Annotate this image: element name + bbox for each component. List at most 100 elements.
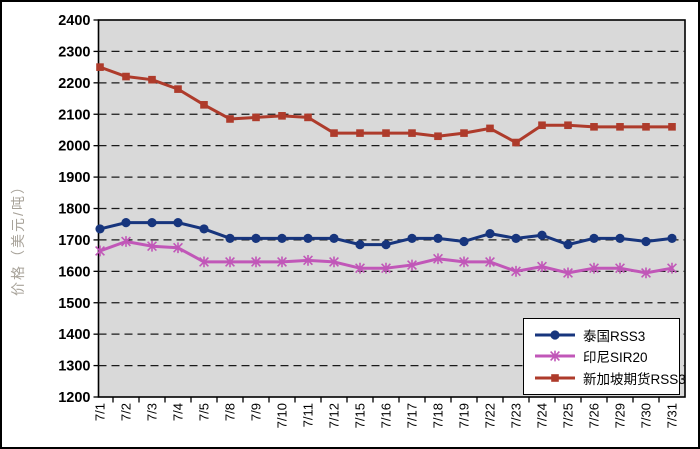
data-point-asterisk xyxy=(95,245,105,257)
y-axis-title: 价格（美元/吨） xyxy=(10,178,26,296)
data-point-circle xyxy=(407,233,417,243)
data-point-circle xyxy=(225,233,235,243)
data-point-square xyxy=(252,113,260,122)
legend-marker-svg xyxy=(535,351,575,362)
data-point-square xyxy=(330,129,338,137)
data-point-circle xyxy=(459,236,469,247)
data-point-circle xyxy=(589,233,599,243)
data-point-asterisk xyxy=(303,254,313,266)
y-tick-label: 1400 xyxy=(58,327,90,343)
legend-label: 新加坡期货RSS3 xyxy=(583,372,686,388)
data-point-circle xyxy=(199,224,209,234)
data-point-asterisk xyxy=(121,236,131,247)
x-tick-label: 7/18 xyxy=(431,403,446,428)
x-tick-label: 7/12 xyxy=(327,403,342,428)
data-point-square xyxy=(642,123,650,131)
y-tick-label: 1900 xyxy=(58,170,90,186)
data-point-circle xyxy=(485,229,495,239)
x-tick-label: 7/2 xyxy=(119,403,134,421)
y-tick-label: 1600 xyxy=(58,264,90,280)
line-circle-marker-icon xyxy=(534,328,576,342)
y-tick-label: 2100 xyxy=(58,107,90,123)
data-point-square xyxy=(96,63,104,71)
data-point-square xyxy=(382,129,390,137)
x-tick-label: 7/4 xyxy=(171,403,186,421)
data-point-square xyxy=(616,123,624,131)
data-point-asterisk xyxy=(355,262,365,274)
data-point-square xyxy=(512,138,520,147)
legend-item-singapore-futures-rss3: 新加坡期货RSS3 xyxy=(534,368,686,388)
data-point-square xyxy=(122,72,130,81)
data-point-circle xyxy=(615,233,625,243)
data-point-asterisk xyxy=(537,261,547,273)
data-point-circle xyxy=(303,233,313,243)
legend-item-thailand-rss3: 泰国RSS3 xyxy=(534,325,671,345)
y-tick-label: 1200 xyxy=(58,390,90,406)
data-point-circle xyxy=(329,233,339,243)
data-point-asterisk xyxy=(173,242,183,254)
data-point-square xyxy=(486,124,494,133)
data-point-circle xyxy=(563,240,573,250)
y-tick-label: 1800 xyxy=(58,202,90,218)
data-point-square xyxy=(174,85,182,93)
data-point-circle xyxy=(511,233,521,243)
legend-label: 印尼SIR20 xyxy=(583,350,648,366)
x-tick-label: 7/8 xyxy=(223,403,238,421)
x-tick-label: 7/10 xyxy=(275,403,290,428)
data-point-asterisk xyxy=(433,253,443,265)
data-point-square xyxy=(434,132,442,141)
x-tick-label: 7/30 xyxy=(639,403,654,428)
x-tick-label: 7/9 xyxy=(249,403,264,421)
y-tick-label: 2000 xyxy=(58,139,90,155)
x-tick-label: 7/16 xyxy=(379,403,394,428)
line-square-marker-icon xyxy=(534,371,576,385)
y-tick-label: 1700 xyxy=(58,233,90,249)
data-point-asterisk xyxy=(485,256,495,268)
x-tick-label: 7/15 xyxy=(353,403,368,428)
x-tick-label: 7/3 xyxy=(145,403,160,421)
data-point-square xyxy=(460,129,468,137)
y-tick-label: 2200 xyxy=(58,76,90,92)
legend-marker-svg xyxy=(535,374,575,382)
data-point-asterisk xyxy=(615,262,625,274)
data-point-circle xyxy=(381,240,391,250)
x-tick-label: 7/26 xyxy=(587,403,602,428)
data-point-circle xyxy=(667,233,677,243)
data-point-square xyxy=(278,112,286,120)
data-point-circle xyxy=(95,224,105,234)
data-point-square xyxy=(564,121,572,130)
legend: 泰国RSS3 印尼SIR20 新加坡期货RSS3 xyxy=(523,318,686,395)
data-point-circle xyxy=(121,218,131,228)
data-point-circle xyxy=(537,230,547,240)
x-tick-label: 7/17 xyxy=(405,403,420,428)
y-tick-label: 2300 xyxy=(58,44,90,60)
data-point-square xyxy=(304,113,312,122)
data-point-asterisk xyxy=(511,265,521,277)
x-tick-label: 7/5 xyxy=(197,403,212,421)
data-point-square xyxy=(590,123,598,131)
data-point-circle xyxy=(277,233,287,243)
legend-marker-svg xyxy=(535,330,575,340)
x-tick-label: 7/23 xyxy=(509,403,524,428)
y-tick-label: 2400 xyxy=(58,13,90,29)
data-point-asterisk xyxy=(199,256,209,268)
y-tick-label: 1500 xyxy=(58,296,90,312)
line-asterisk-marker-icon xyxy=(534,349,576,363)
data-point-asterisk xyxy=(641,267,651,279)
data-point-asterisk xyxy=(667,262,677,274)
data-point-square xyxy=(668,123,676,131)
data-point-asterisk xyxy=(459,256,469,268)
x-tick-label: 7/22 xyxy=(483,403,498,428)
data-point-asterisk xyxy=(563,267,573,279)
data-point-square xyxy=(408,129,416,137)
data-point-square xyxy=(148,75,156,84)
x-tick-label: 7/29 xyxy=(613,403,628,428)
data-point-asterisk xyxy=(225,256,235,268)
data-point-square xyxy=(200,101,208,109)
x-tick-label: 7/25 xyxy=(561,403,576,428)
data-point-asterisk xyxy=(251,256,261,268)
x-tick-label: 7/24 xyxy=(535,403,550,428)
data-point-asterisk xyxy=(589,262,599,274)
